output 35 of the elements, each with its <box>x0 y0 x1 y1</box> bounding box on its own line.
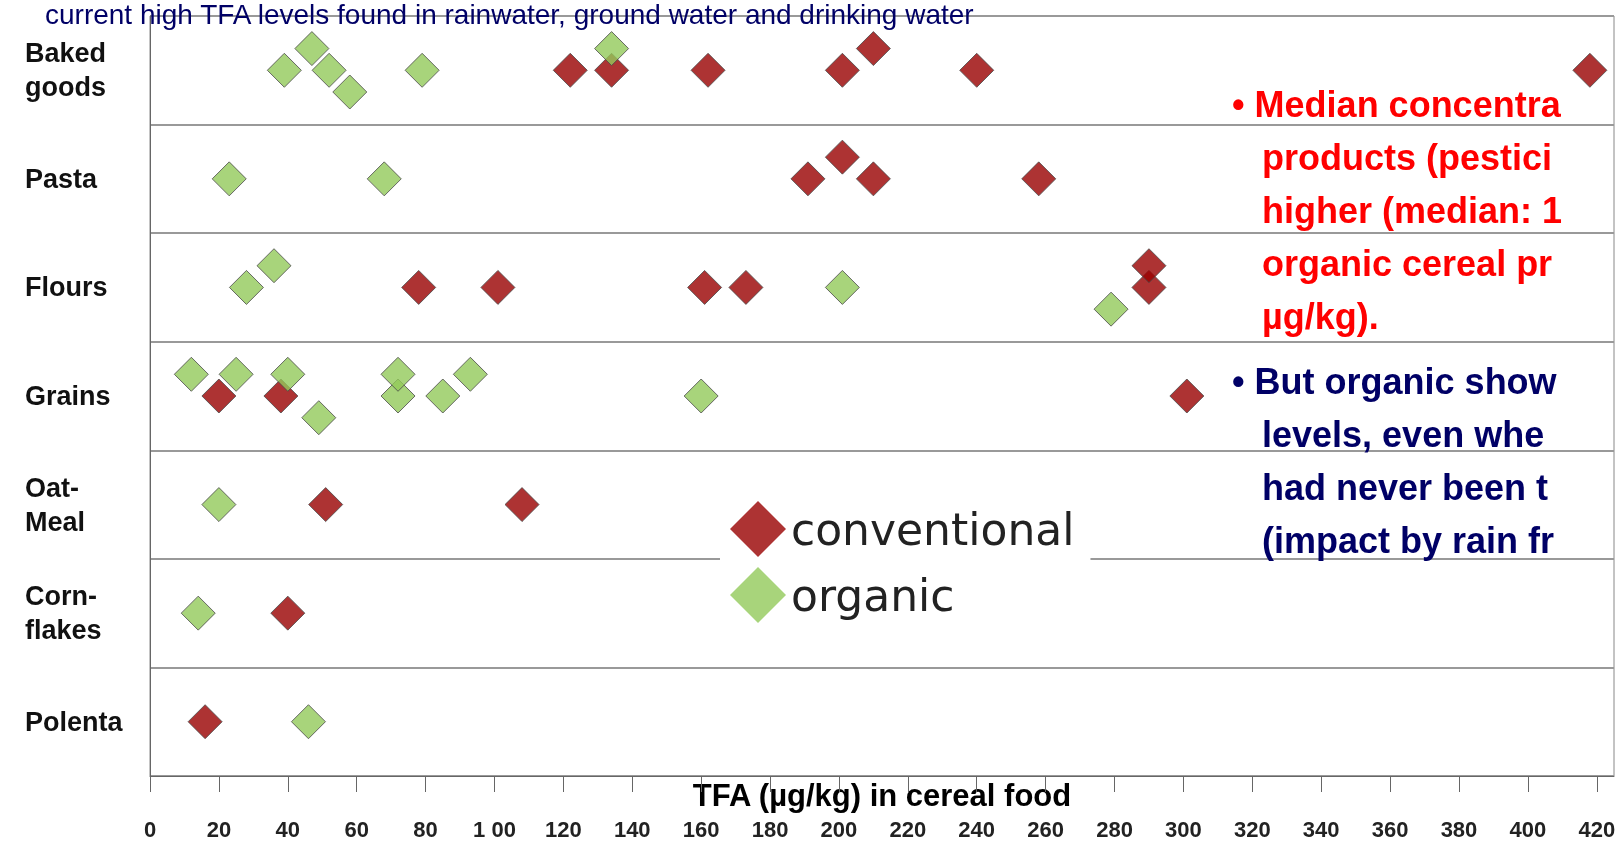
x-tick-label: 140 <box>613 816 651 841</box>
x-tick-label: 160 <box>682 816 720 841</box>
y-tick-label: Pasta <box>25 163 99 194</box>
x-tick-label: 380 <box>1440 816 1478 841</box>
legend-label: organic <box>791 569 955 621</box>
x-tick-label: 80 <box>413 816 438 841</box>
y-tick-label: Oat-Meal <box>25 472 86 537</box>
x-axis-title: TFA (µg/kg) in cereal food <box>692 778 1072 813</box>
x-tick-label: 0 <box>143 816 157 841</box>
x-tick-label: 20 <box>206 816 232 841</box>
x-tick-label: 340 <box>1302 816 1340 841</box>
annotation: • But organic show levels, even whe had never been t (impact by rain fr <box>1232 361 1558 561</box>
x-tick-label: 1 00 <box>473 816 516 841</box>
y-tick-label: Baked goods <box>25 38 107 103</box>
x-tick-label: 400 <box>1509 816 1547 841</box>
annotation: current high TFA levels found in rainwater, ground water and drinking water <box>45 0 974 30</box>
legend-label: conventional <box>791 503 1075 555</box>
x-tick-label: 220 <box>889 816 927 841</box>
x-tick-label: 320 <box>1233 816 1271 841</box>
x-tick-label: 300 <box>1165 816 1202 841</box>
x-tick-label: 180 <box>751 816 789 841</box>
x-tick-label: 120 <box>545 816 582 841</box>
x-tick-label: 40 <box>275 816 301 841</box>
x-tick-label: 200 <box>820 816 858 841</box>
x-tick-label: 420 <box>1578 816 1616 841</box>
y-tick-label: Corn-flakes <box>25 581 102 646</box>
x-tick-label: 280 <box>1096 816 1133 841</box>
x-tick-label: 240 <box>958 816 996 841</box>
x-tick-label: 60 <box>344 816 369 841</box>
x-tick-label: 360 <box>1371 816 1409 841</box>
y-tick-label: Flours <box>25 272 108 303</box>
y-tick-label: Polenta <box>25 706 124 737</box>
annotation: • Median concentra products (pestici higher (median: 1 organic cereal pr µg/kg). <box>1232 84 1563 337</box>
x-tick-label: 260 <box>1027 816 1064 841</box>
y-tick-label: Grains <box>25 381 111 411</box>
